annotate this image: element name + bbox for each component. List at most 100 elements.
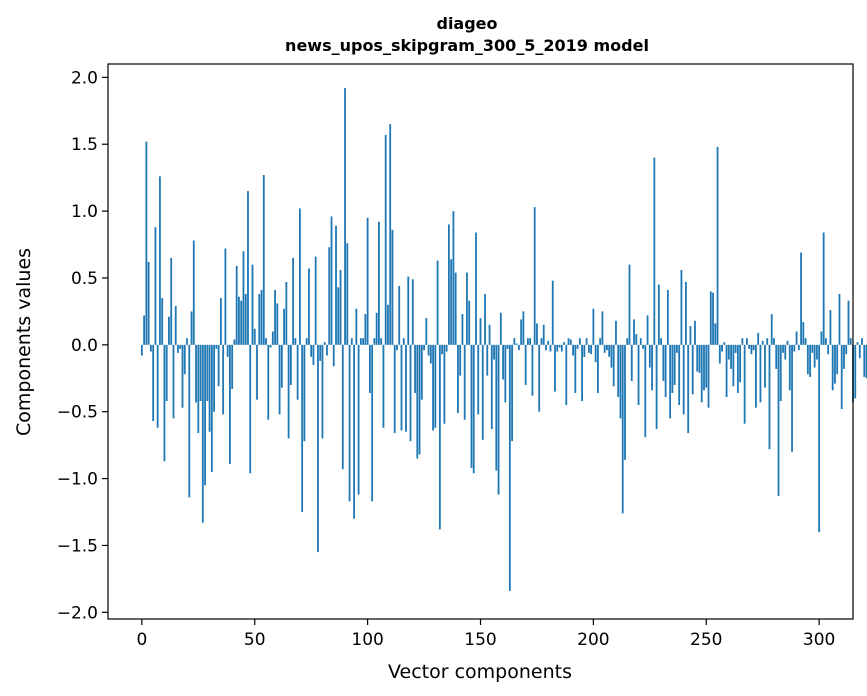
bar-component-22 — [190, 311, 193, 345]
bar-component-130 — [434, 344, 437, 428]
bar-component-186 — [560, 344, 563, 352]
bar-component-212 — [619, 344, 622, 419]
bar-component-127 — [427, 344, 430, 356]
y-axis-label: Components values — [13, 248, 35, 436]
bar-component-41 — [233, 339, 236, 345]
bar-component-121 — [414, 344, 416, 393]
bar-component-19 — [183, 344, 186, 375]
bar-component-99 — [364, 314, 367, 345]
bar-component-317 — [856, 342, 859, 345]
bar-component-247 — [698, 344, 701, 373]
x-axis-ticks: 0 50 100 150 200 250 300 — [136, 619, 835, 650]
bar-component-71 — [301, 344, 304, 513]
bar-component-2 — [145, 141, 148, 345]
bar-component-294 — [804, 338, 807, 345]
bar-component-258 — [723, 342, 726, 345]
bar-component-232 — [664, 344, 667, 397]
bar-component-226 — [651, 344, 653, 391]
bar-component-120 — [411, 279, 414, 345]
bar-component-50 — [253, 328, 256, 345]
bar-component-166 — [515, 343, 518, 345]
bar-component-138 — [452, 211, 455, 345]
bar-component-199 — [590, 344, 593, 355]
bar-component-265 — [739, 344, 742, 383]
y-tick-label: 0.5 — [71, 269, 98, 289]
bar-component-89 — [341, 344, 344, 470]
bar-component-148 — [475, 232, 477, 345]
bar-component-306 — [831, 344, 834, 391]
bar-component-303 — [825, 338, 827, 345]
bar-component-299 — [815, 344, 818, 360]
bar-component-116 — [402, 338, 405, 345]
bar-component-230 — [660, 338, 663, 345]
bar-component-244 — [691, 344, 694, 395]
bar-component-295 — [806, 344, 809, 375]
bar-component-268 — [745, 338, 748, 345]
bar-component-192 — [574, 344, 577, 393]
bar-component-91 — [346, 243, 349, 345]
bar-component-146 — [470, 344, 473, 468]
bar-component-96 — [357, 344, 360, 495]
bar-component-125 — [423, 344, 425, 351]
bar-component-23 — [192, 240, 195, 345]
bar-component-60 — [276, 303, 279, 345]
bar-component-180 — [547, 340, 550, 345]
bar-component-205 — [603, 344, 606, 353]
bar-component-107 — [382, 344, 385, 428]
bar-component-308 — [836, 344, 839, 375]
bar-component-90 — [344, 88, 346, 345]
bar-component-204 — [601, 311, 604, 345]
bar-component-260 — [727, 344, 730, 360]
bar-component-37 — [224, 248, 227, 345]
bar-component-57 — [269, 344, 272, 348]
bar-component-221 — [639, 338, 642, 345]
bar-component-143 — [463, 344, 466, 420]
bar-component-273 — [757, 332, 760, 345]
bar-component-48 — [249, 344, 252, 474]
bar-component-3 — [147, 261, 150, 345]
bar-component-159 — [499, 312, 502, 345]
bar-component-194 — [578, 338, 581, 345]
bar-component-124 — [420, 344, 423, 400]
bar-component-101 — [368, 344, 371, 393]
bar-component-42 — [235, 265, 238, 345]
bar-component-181 — [549, 344, 552, 352]
bar-component-77 — [314, 256, 317, 345]
bar-component-167 — [517, 344, 520, 351]
chart-title: diageo news_upos_skipgram_300_5_2019 mod… — [285, 14, 649, 55]
bar-component-263 — [734, 344, 737, 353]
bar-component-117 — [405, 344, 407, 432]
bar-component-133 — [441, 344, 444, 355]
bar-component-68 — [294, 338, 297, 345]
bar-component-6 — [154, 227, 157, 345]
bar-component-209 — [612, 344, 615, 387]
bar-component-249 — [703, 344, 705, 391]
bar-component-69 — [296, 344, 299, 400]
bar-component-282 — [777, 344, 780, 496]
bar-component-252 — [709, 291, 712, 345]
bar-component-170 — [524, 344, 527, 385]
x-tick-label: 0 — [136, 630, 147, 650]
bar-component-14 — [172, 344, 175, 419]
bar-component-59 — [274, 290, 276, 345]
bar-component-196 — [583, 344, 586, 357]
bar-component-223 — [644, 344, 647, 438]
bar-component-97 — [359, 338, 362, 345]
bar-component-288 — [791, 344, 793, 452]
bar-component-168 — [520, 319, 523, 345]
bar-component-270 — [750, 344, 753, 355]
x-tick-label: 150 — [464, 630, 496, 650]
y-tick-label: −1.0 — [57, 470, 98, 490]
bar-component-286 — [786, 340, 789, 345]
bar-component-142 — [461, 314, 464, 345]
bar-component-105 — [378, 221, 380, 345]
x-tick-label: 200 — [577, 630, 609, 650]
bar-component-54 — [262, 175, 265, 345]
bar-component-191 — [572, 344, 574, 356]
bar-component-318 — [858, 344, 861, 359]
bar-component-231 — [662, 344, 665, 381]
bar-component-207 — [608, 344, 611, 357]
bar-component-257 — [721, 344, 723, 352]
bar-component-266 — [741, 338, 744, 345]
